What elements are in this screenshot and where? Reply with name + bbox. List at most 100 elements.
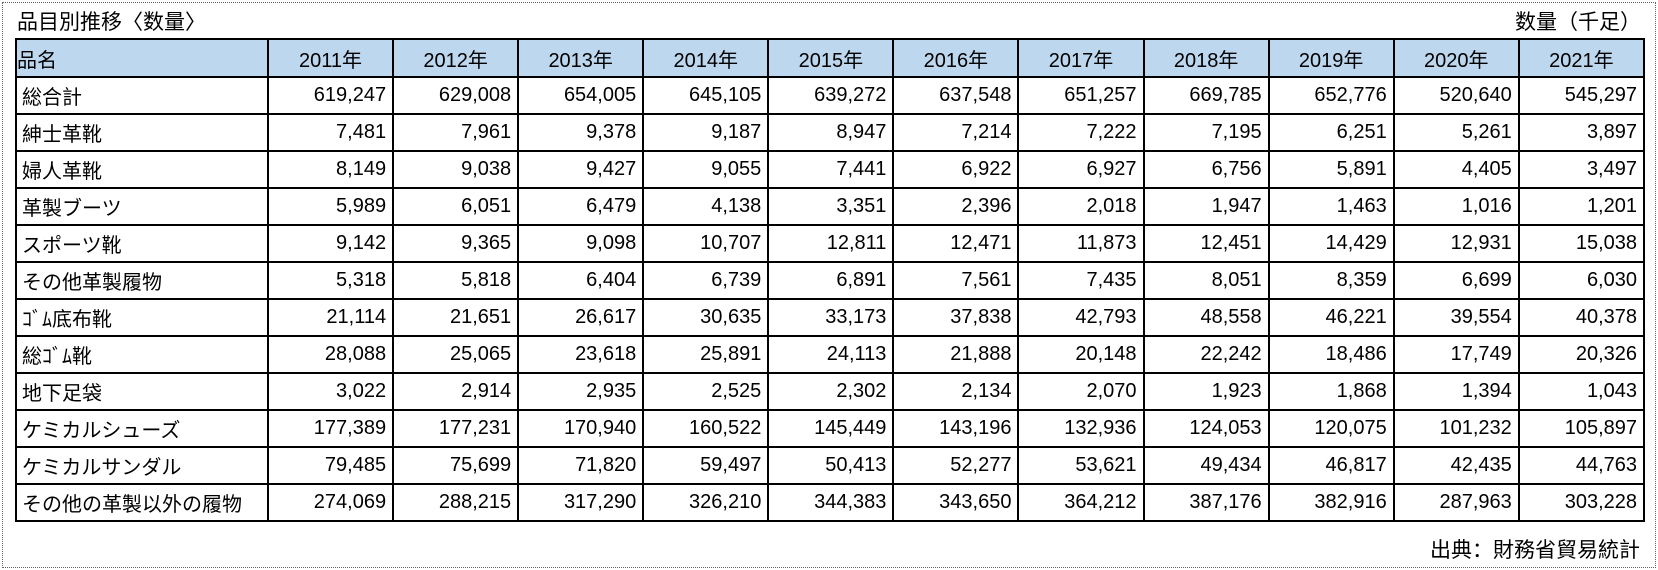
- value-cell: 23,618: [517, 335, 645, 374]
- value-cell: 629,008: [392, 76, 520, 115]
- value-cell: 7,561: [892, 261, 1020, 300]
- value-cell: 5,818: [392, 261, 520, 300]
- value-cell: 20,148: [1017, 335, 1145, 374]
- item-name-cell: 婦人革靴: [15, 150, 269, 189]
- value-cell: 7,214: [892, 113, 1020, 152]
- value-cell: 145,449: [767, 409, 895, 448]
- value-cell: 9,187: [642, 113, 770, 152]
- value-cell: 7,222: [1017, 113, 1145, 152]
- value-cell: 40,378: [1517, 298, 1646, 337]
- value-cell: 71,820: [517, 446, 645, 485]
- item-name-cell: 革製ブーツ: [15, 187, 269, 226]
- year-column-header: 2015年: [767, 38, 895, 78]
- value-cell: 59,497: [642, 446, 770, 485]
- value-cell: 1,463: [1267, 187, 1395, 226]
- value-cell: 6,251: [1267, 113, 1395, 152]
- value-cell: 7,481: [266, 113, 395, 152]
- value-cell: 287,963: [1392, 483, 1520, 522]
- value-cell: 14,429: [1267, 224, 1395, 263]
- value-cell: 1,043: [1517, 372, 1646, 411]
- value-cell: 22,242: [1142, 335, 1270, 374]
- value-cell: 3,022: [266, 372, 395, 411]
- value-cell: 120,075: [1267, 409, 1395, 448]
- table-row: 紳士革靴 7,481 7,961 9,378 9,187 8,947 7,214 7,222 7…: [15, 113, 1646, 152]
- value-cell: 317,290: [517, 483, 645, 522]
- value-cell: 53,621: [1017, 446, 1145, 485]
- value-cell: 9,378: [517, 113, 645, 152]
- item-name-cell: ケミカルシューズ: [15, 409, 269, 448]
- value-cell: 9,365: [392, 224, 520, 263]
- value-cell: 7,961: [392, 113, 520, 152]
- value-cell: 382,916: [1267, 483, 1395, 522]
- source-label: 出典：財務省貿易統計: [1430, 539, 1640, 562]
- year-column-header: 2020年: [1392, 38, 1520, 78]
- value-cell: 1,201: [1517, 187, 1646, 226]
- value-cell: 8,149: [266, 150, 395, 189]
- value-cell: 1,394: [1392, 372, 1520, 411]
- value-cell: 105,897: [1517, 409, 1646, 448]
- value-cell: 7,195: [1142, 113, 1270, 152]
- value-cell: 6,699: [1392, 261, 1520, 300]
- value-cell: 1,016: [1392, 187, 1520, 226]
- name-column-header: 品名: [15, 38, 269, 78]
- value-cell: 124,053: [1142, 409, 1270, 448]
- value-cell: 9,142: [266, 224, 395, 263]
- value-cell: 654,005: [517, 76, 645, 115]
- value-cell: 132,936: [1017, 409, 1145, 448]
- value-cell: 2,302: [767, 372, 895, 411]
- value-cell: 42,435: [1392, 446, 1520, 485]
- table-header: 品名 2011年 2012年 2013年 2014年 2015年 2016年 2017年 20…: [15, 38, 1646, 78]
- value-cell: 42,793: [1017, 298, 1145, 337]
- value-cell: 101,232: [1392, 409, 1520, 448]
- value-cell: 6,756: [1142, 150, 1270, 189]
- value-cell: 6,927: [1017, 150, 1145, 189]
- value-cell: 170,940: [517, 409, 645, 448]
- value-cell: 9,038: [392, 150, 520, 189]
- value-cell: 637,548: [892, 76, 1020, 115]
- value-cell: 651,257: [1017, 76, 1145, 115]
- value-cell: 4,405: [1392, 150, 1520, 189]
- value-cell: 44,763: [1517, 446, 1646, 485]
- value-cell: 75,699: [392, 446, 520, 485]
- value-cell: 288,215: [392, 483, 520, 522]
- item-name-cell: 紳士革靴: [15, 113, 269, 152]
- value-cell: 5,261: [1392, 113, 1520, 152]
- value-cell: 6,404: [517, 261, 645, 300]
- value-cell: 619,247: [266, 76, 395, 115]
- value-cell: 52,277: [892, 446, 1020, 485]
- value-cell: 25,891: [642, 335, 770, 374]
- value-cell: 30,635: [642, 298, 770, 337]
- value-cell: 2,018: [1017, 187, 1145, 226]
- year-column-header: 2019年: [1267, 38, 1395, 78]
- year-column-header: 2021年: [1517, 38, 1646, 78]
- value-cell: 6,739: [642, 261, 770, 300]
- data-table: 品名 2011年 2012年 2013年 2014年 2015年 2016年 2017年 20…: [15, 38, 1646, 522]
- value-cell: 3,897: [1517, 113, 1646, 152]
- value-cell: 1,947: [1142, 187, 1270, 226]
- value-cell: 143,196: [892, 409, 1020, 448]
- value-cell: 48,558: [1142, 298, 1270, 337]
- value-cell: 8,051: [1142, 261, 1270, 300]
- value-cell: 12,471: [892, 224, 1020, 263]
- value-cell: 11,873: [1017, 224, 1145, 263]
- item-name-cell: ケミカルサンダル: [15, 446, 269, 485]
- value-cell: 3,351: [767, 187, 895, 226]
- value-cell: 3,497: [1517, 150, 1646, 189]
- value-cell: 8,947: [767, 113, 895, 152]
- year-column-header: 2012年: [392, 38, 520, 78]
- value-cell: 21,888: [892, 335, 1020, 374]
- item-name-cell: ｺﾞﾑ底布靴: [15, 298, 269, 337]
- value-cell: 5,891: [1267, 150, 1395, 189]
- table-row: その他の革製以外の履物 274,069 288,215 317,290 326,210 3…: [15, 483, 1646, 522]
- value-cell: 12,931: [1392, 224, 1520, 263]
- table-row: 総ｺﾞﾑ靴 28,088 25,065 23,618 25,891 24,113 21,88…: [15, 335, 1646, 374]
- value-cell: 17,749: [1392, 335, 1520, 374]
- value-cell: 303,228: [1517, 483, 1646, 522]
- table-row: ｺﾞﾑ底布靴 21,114 21,651 26,617 30,635 33,173 37,8…: [15, 298, 1646, 337]
- value-cell: 1,868: [1267, 372, 1395, 411]
- value-cell: 49,434: [1142, 446, 1270, 485]
- table-caption-bar: 品目別推移〈数量〉 数量（千足）: [15, 8, 1643, 38]
- table-row: 婦人革靴 8,149 9,038 9,427 9,055 7,441 6,922 6,927 6…: [15, 150, 1646, 189]
- value-cell: 2,914: [392, 372, 520, 411]
